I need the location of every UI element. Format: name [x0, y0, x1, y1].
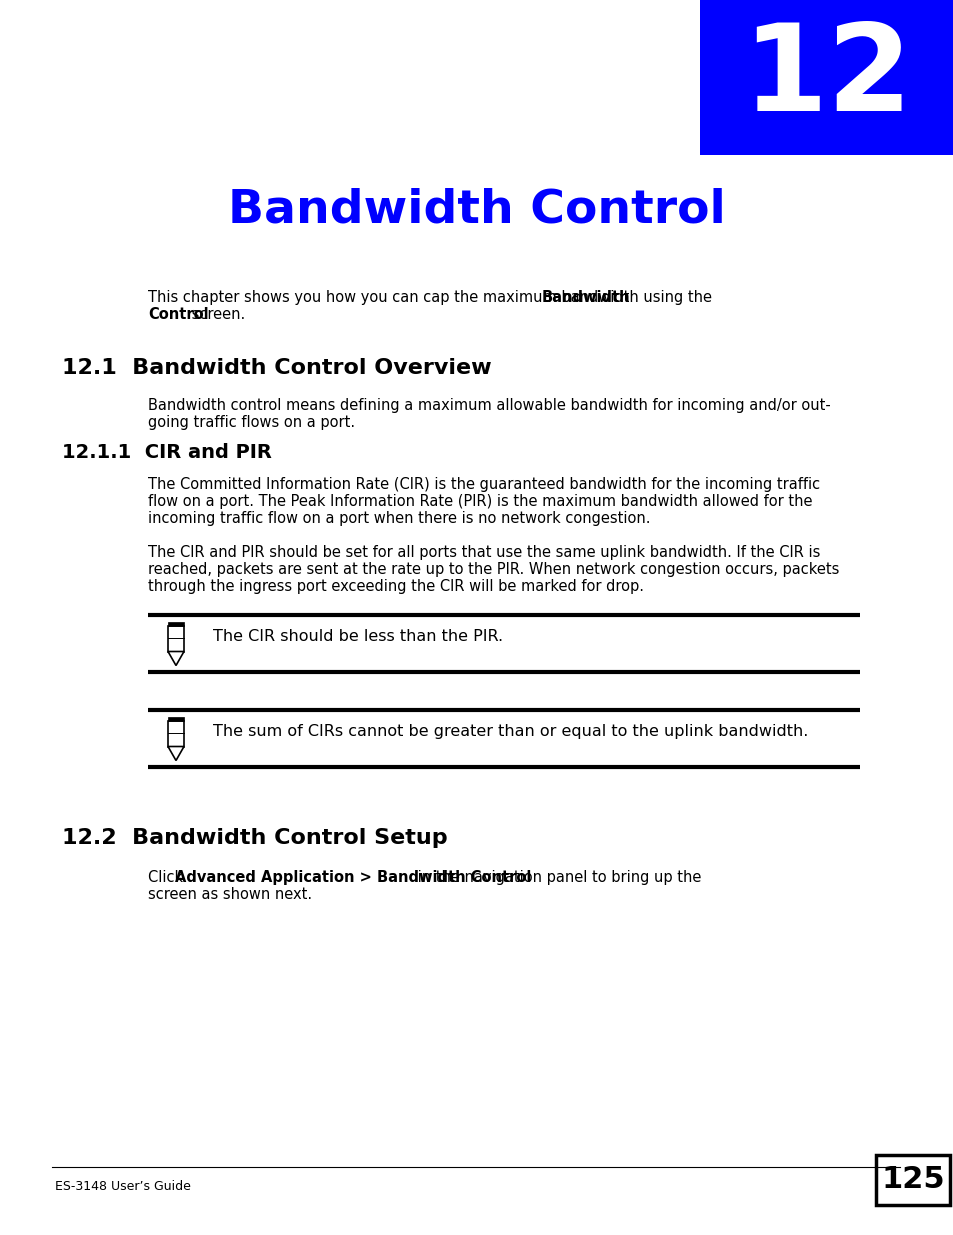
- Polygon shape: [168, 625, 184, 652]
- Bar: [875, 1155, 949, 1205]
- Text: incoming traffic flow on a port when there is no network congestion.: incoming traffic flow on a port when the…: [148, 511, 650, 526]
- Text: 125: 125: [881, 1166, 943, 1194]
- Text: reached, packets are sent at the rate up to the PIR. When network congestion occ: reached, packets are sent at the rate up…: [148, 562, 839, 577]
- Text: 12.2  Bandwidth Control Setup: 12.2 Bandwidth Control Setup: [62, 827, 447, 848]
- Text: The CIR and PIR should be set for all ports that use the same uplink bandwidth. : The CIR and PIR should be set for all po…: [148, 545, 820, 559]
- Text: The CIR should be less than the PIR.: The CIR should be less than the PIR.: [213, 629, 502, 643]
- Text: 12.1.1  CIR and PIR: 12.1.1 CIR and PIR: [62, 443, 272, 462]
- Text: This chapter shows you how you can cap the maximum bandwidth using the: This chapter shows you how you can cap t…: [148, 290, 716, 305]
- Text: 12.1  Bandwidth Control Overview: 12.1 Bandwidth Control Overview: [62, 358, 491, 378]
- Text: Bandwidth Control: Bandwidth Control: [228, 188, 725, 232]
- Polygon shape: [168, 621, 184, 625]
- Text: going traffic flows on a port.: going traffic flows on a port.: [148, 415, 355, 430]
- Text: 12: 12: [741, 19, 911, 136]
- Polygon shape: [168, 746, 184, 761]
- Text: Bandwidth control means defining a maximum allowable bandwidth for incoming and/: Bandwidth control means defining a maxim…: [148, 398, 830, 412]
- Text: Bandwidth: Bandwidth: [541, 290, 630, 305]
- Text: The Committed Information Rate (CIR) is the guaranteed bandwidth for the incomin: The Committed Information Rate (CIR) is …: [148, 477, 820, 492]
- Polygon shape: [168, 720, 184, 746]
- Text: in the navigation panel to bring up the: in the navigation panel to bring up the: [413, 869, 700, 885]
- Text: screen.: screen.: [187, 308, 245, 322]
- Text: Control: Control: [148, 308, 209, 322]
- Polygon shape: [168, 652, 184, 666]
- Text: screen as shown next.: screen as shown next.: [148, 887, 312, 902]
- Polygon shape: [168, 716, 184, 720]
- Text: Click: Click: [148, 869, 188, 885]
- Text: ES-3148 User’s Guide: ES-3148 User’s Guide: [55, 1179, 191, 1193]
- Bar: [700, 0, 953, 156]
- Text: The sum of CIRs cannot be greater than or equal to the uplink bandwidth.: The sum of CIRs cannot be greater than o…: [213, 724, 807, 739]
- Text: Advanced Application > Bandwidth Control: Advanced Application > Bandwidth Control: [174, 869, 531, 885]
- Text: flow on a port. The Peak Information Rate (PIR) is the maximum bandwidth allowed: flow on a port. The Peak Information Rat…: [148, 494, 812, 509]
- Text: through the ingress port exceeding the CIR will be marked for drop.: through the ingress port exceeding the C…: [148, 579, 643, 594]
